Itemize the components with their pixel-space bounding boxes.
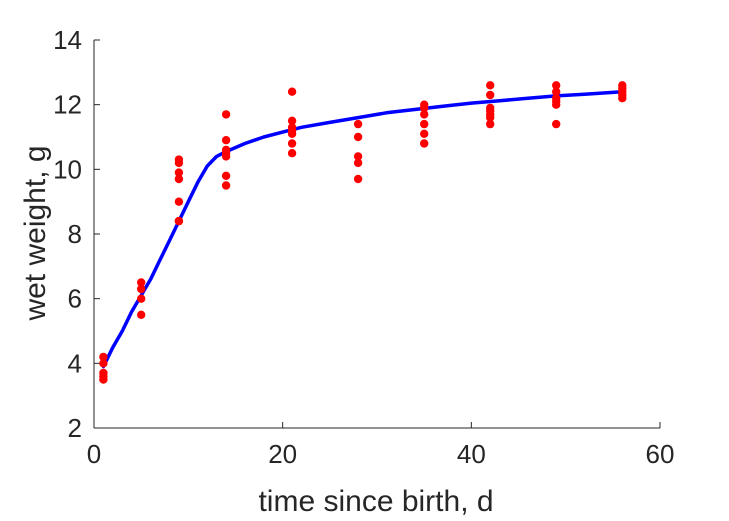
axes bbox=[93, 40, 660, 429]
x-tick-label: 40 bbox=[457, 439, 486, 469]
data-point bbox=[552, 87, 561, 96]
data-point bbox=[353, 132, 363, 142]
y-tick-label: 2 bbox=[68, 413, 82, 443]
data-point bbox=[221, 171, 231, 180]
data-point bbox=[353, 119, 363, 129]
data-point bbox=[486, 81, 495, 90]
data-point bbox=[420, 129, 429, 138]
data-point bbox=[486, 106, 495, 116]
data-point bbox=[221, 136, 231, 145]
y-tick-label: 8 bbox=[68, 219, 82, 249]
data-point bbox=[287, 149, 297, 158]
fit-curve bbox=[101, 89, 625, 369]
data-point bbox=[287, 139, 297, 148]
y-axis-label: wet weight, g bbox=[19, 145, 52, 321]
x-tick-label: 60 bbox=[646, 439, 675, 469]
data-point bbox=[287, 126, 297, 135]
data-point bbox=[174, 197, 184, 206]
y-tick-label: 10 bbox=[53, 154, 82, 184]
data-point bbox=[552, 100, 561, 109]
data-point bbox=[486, 119, 495, 129]
data-point bbox=[174, 174, 184, 184]
data-point bbox=[137, 310, 146, 319]
data-point bbox=[552, 81, 561, 90]
data-point bbox=[174, 158, 184, 168]
data-point bbox=[420, 119, 429, 129]
data-point bbox=[287, 87, 297, 96]
data-point bbox=[99, 352, 108, 362]
plot-area bbox=[99, 81, 627, 384]
data-point bbox=[618, 94, 627, 103]
x-tick-label: 20 bbox=[268, 439, 297, 469]
x-axis-label: time since birth, d bbox=[258, 485, 493, 518]
y-tick-label: 6 bbox=[68, 284, 82, 314]
data-point bbox=[420, 110, 429, 119]
y-tick-label: 4 bbox=[68, 348, 82, 378]
data-point bbox=[486, 113, 495, 122]
data-point bbox=[174, 216, 184, 226]
data-point bbox=[552, 119, 561, 129]
data-point bbox=[287, 116, 297, 126]
data-point bbox=[137, 284, 146, 294]
data-point bbox=[137, 294, 146, 303]
data-point bbox=[353, 174, 363, 184]
data-point bbox=[221, 181, 231, 190]
y-tick-label: 14 bbox=[53, 25, 82, 55]
tick-group: 0 20 40 60 2 4 6 8 10 12 14 bbox=[53, 25, 674, 469]
data-point bbox=[353, 158, 363, 168]
data-point bbox=[221, 110, 231, 119]
data-point bbox=[420, 103, 429, 113]
x-tick-label: 0 bbox=[87, 439, 101, 469]
data-point bbox=[353, 152, 363, 161]
data-point bbox=[99, 375, 108, 384]
data-point bbox=[137, 278, 146, 287]
data-point bbox=[486, 90, 495, 100]
data-point bbox=[221, 149, 231, 158]
y-tick-label: 12 bbox=[53, 90, 82, 120]
data-point bbox=[420, 139, 429, 148]
data-point bbox=[99, 359, 108, 368]
data-point bbox=[174, 168, 184, 177]
